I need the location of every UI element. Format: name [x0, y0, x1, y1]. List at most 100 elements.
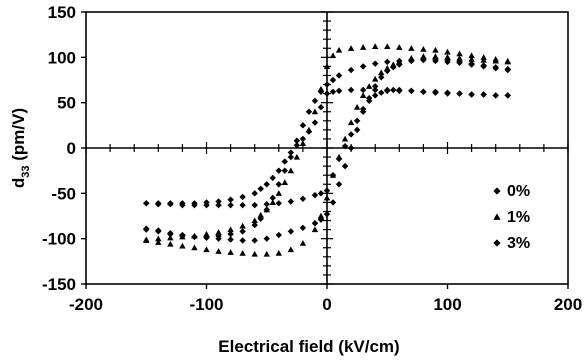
data-point [396, 61, 403, 68]
data-point [215, 201, 222, 209]
data-point [215, 198, 222, 205]
data-point [227, 236, 234, 243]
data-point [167, 240, 174, 247]
data-point [504, 92, 511, 99]
data-point [359, 86, 367, 94]
data-point [239, 222, 246, 229]
data-point [311, 220, 319, 227]
data-point [287, 228, 295, 235]
data-point [239, 193, 246, 201]
data-point [167, 230, 174, 237]
data-point [378, 74, 385, 81]
data-point [347, 131, 355, 138]
data-point [408, 87, 415, 95]
data-point [329, 199, 337, 206]
data-point [323, 187, 331, 194]
data-point [353, 117, 361, 124]
data-point [311, 97, 319, 105]
data-point [341, 142, 349, 150]
data-point [311, 191, 319, 199]
data-point [444, 90, 451, 97]
data-point [311, 108, 319, 115]
data-point [293, 142, 301, 149]
data-point [257, 215, 264, 222]
data-point [239, 237, 246, 244]
data-point [365, 94, 373, 102]
data-point [263, 250, 270, 257]
data-point [384, 87, 391, 95]
data-point [468, 91, 475, 98]
x-tick-label: 100 [433, 295, 461, 314]
data-point [143, 225, 150, 232]
data-point [396, 86, 403, 94]
data-point [305, 108, 313, 115]
series-0pct [143, 86, 511, 209]
data-point [372, 75, 379, 82]
data-point [257, 185, 264, 192]
data-point [155, 227, 162, 234]
data-point [504, 65, 511, 73]
data-point [317, 190, 325, 197]
data-point [203, 201, 210, 209]
data-point [299, 122, 307, 129]
legend-marker [493, 213, 501, 220]
data-point [384, 58, 391, 66]
data-point [329, 172, 337, 178]
data-point [275, 231, 282, 239]
data-point [456, 90, 463, 97]
data-point [317, 216, 325, 223]
data-point [347, 119, 355, 126]
data-point [384, 67, 391, 75]
data-point [191, 233, 198, 241]
data-point [251, 201, 258, 209]
data-point [480, 62, 487, 69]
y-tick-label: 100 [48, 48, 76, 67]
data-point [359, 108, 367, 115]
data-point [432, 46, 439, 53]
data-point [155, 235, 162, 242]
data-point [372, 83, 379, 90]
data-point [359, 63, 367, 70]
data-point [251, 190, 258, 197]
data-point [456, 55, 463, 61]
y-tick-label: 0 [67, 139, 76, 158]
data-point [287, 149, 295, 156]
data-point [365, 83, 373, 89]
data-point [203, 234, 210, 241]
data-point [275, 200, 282, 207]
data-point [167, 234, 174, 241]
data-point [155, 239, 162, 245]
legend-marker [493, 187, 501, 195]
data-point [293, 137, 301, 144]
y-tick-label: 50 [57, 94, 76, 113]
data-point [227, 201, 234, 209]
data-point [420, 88, 427, 95]
data-point [317, 88, 325, 95]
data-point [305, 126, 313, 133]
data-point [347, 86, 355, 94]
data-point [444, 56, 451, 64]
data-point [167, 201, 174, 208]
data-point [372, 43, 379, 50]
data-point [372, 60, 379, 67]
data-point [239, 201, 246, 209]
legend-label: 3% [507, 235, 530, 252]
data-point [269, 199, 276, 205]
data-point [281, 158, 289, 165]
data-point [311, 226, 319, 233]
data-point [390, 64, 397, 71]
x-tick-label: -100 [189, 295, 223, 314]
data-point [432, 55, 439, 63]
data-point [275, 167, 282, 174]
data-point [239, 228, 246, 235]
data-point [480, 56, 487, 63]
data-point [155, 201, 162, 208]
data-point [444, 48, 451, 55]
data-point [323, 194, 331, 201]
data-point [372, 86, 379, 94]
data-point [323, 210, 331, 218]
data-point [396, 57, 403, 65]
data-point [378, 69, 385, 76]
data-point [299, 224, 307, 231]
